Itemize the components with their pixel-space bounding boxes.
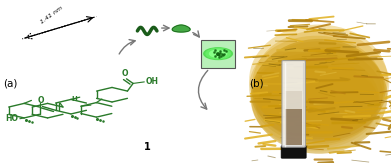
Text: 1: 1 [144, 142, 151, 152]
Text: O: O [122, 69, 128, 78]
Ellipse shape [252, 47, 383, 144]
Text: OH: OH [145, 77, 158, 86]
Ellipse shape [250, 52, 379, 147]
Ellipse shape [249, 25, 388, 135]
Circle shape [206, 49, 230, 59]
FancyBboxPatch shape [281, 146, 306, 158]
FancyBboxPatch shape [201, 40, 235, 68]
Ellipse shape [251, 39, 387, 154]
Ellipse shape [252, 41, 385, 142]
Text: O: O [37, 96, 44, 105]
FancyBboxPatch shape [285, 109, 302, 145]
Polygon shape [172, 25, 190, 32]
Text: 1.41 nm: 1.41 nm [40, 5, 64, 25]
Text: HO: HO [5, 114, 18, 123]
Circle shape [204, 48, 232, 60]
Text: (a): (a) [3, 79, 17, 89]
Ellipse shape [256, 64, 381, 151]
Ellipse shape [252, 58, 379, 149]
FancyBboxPatch shape [237, 4, 391, 163]
Text: H: H [71, 96, 77, 102]
Ellipse shape [252, 30, 389, 137]
FancyBboxPatch shape [285, 91, 302, 109]
Circle shape [209, 50, 227, 57]
Text: (b): (b) [250, 79, 264, 89]
Ellipse shape [249, 36, 384, 139]
FancyBboxPatch shape [282, 61, 305, 147]
